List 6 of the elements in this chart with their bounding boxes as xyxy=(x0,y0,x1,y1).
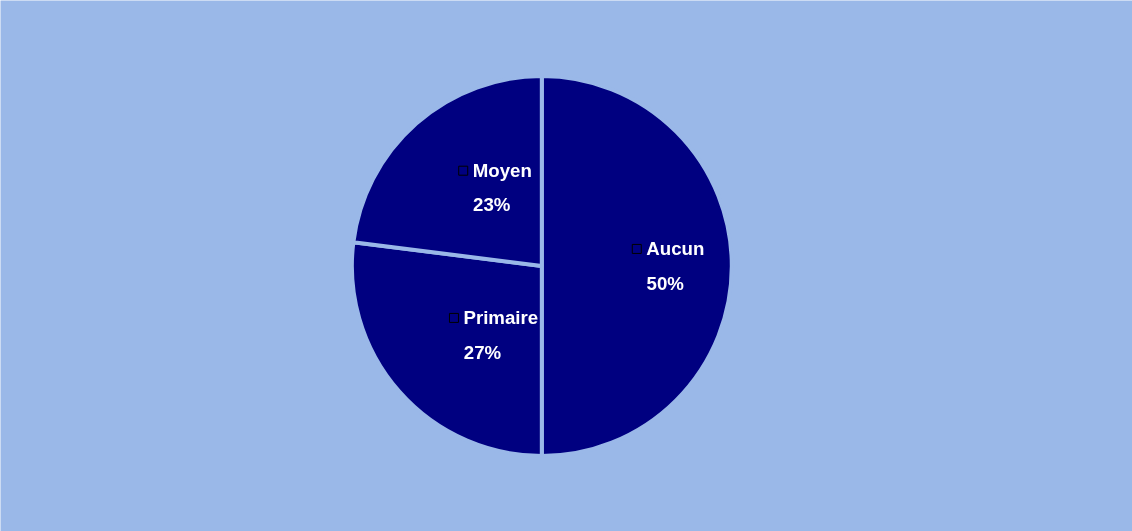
data-label: 50% xyxy=(646,272,685,294)
data-label: 23% xyxy=(473,194,511,216)
legend-label: Moyen xyxy=(472,160,532,182)
data-label: 27% xyxy=(463,341,502,363)
legend-label: Aucun xyxy=(646,238,705,260)
legend-label: Primaire xyxy=(463,307,539,329)
